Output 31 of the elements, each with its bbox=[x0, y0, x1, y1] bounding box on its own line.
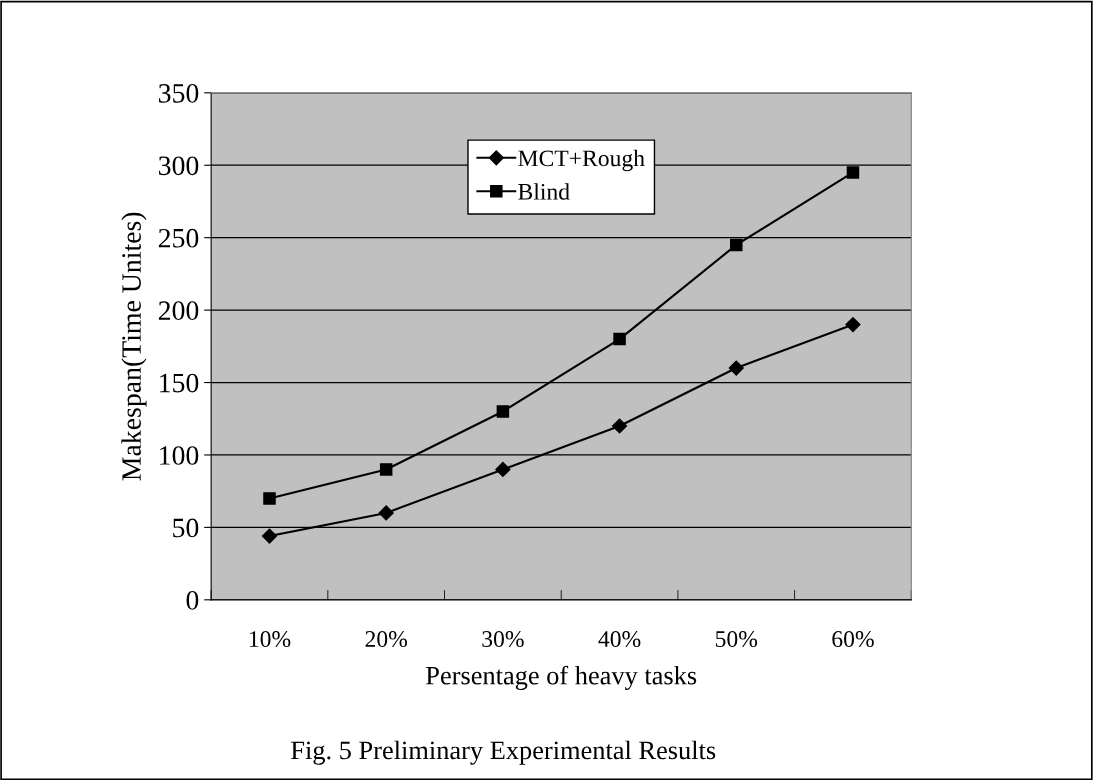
x-tick-label: 40% bbox=[598, 631, 641, 648]
point bbox=[495, 461, 511, 478]
point bbox=[611, 418, 628, 434]
x-tick-label: 60% bbox=[832, 631, 874, 648]
point bbox=[845, 317, 861, 333]
y-tick-label: 250 bbox=[158, 228, 199, 248]
y-tick-label: 50 bbox=[173, 518, 199, 538]
x-tick-label: 10% bbox=[249, 631, 291, 648]
y-axis-title: Makespan(Time Unites) bbox=[121, 212, 147, 481]
y-tick-label: 100 bbox=[160, 446, 199, 465]
y-tick-label: 200 bbox=[158, 301, 199, 321]
point bbox=[496, 405, 510, 418]
y-tick-label: 300 bbox=[159, 156, 199, 176]
point bbox=[846, 166, 860, 179]
point bbox=[378, 505, 394, 521]
point bbox=[613, 332, 626, 346]
caption: Fig. 5 Preliminary Experimental Results bbox=[291, 740, 716, 765]
x-tick-label: 20% bbox=[365, 631, 408, 648]
y-tick-label: 150 bbox=[160, 373, 199, 393]
x-axis-title: Persentage of heavy tasks bbox=[426, 665, 697, 690]
point bbox=[261, 528, 278, 544]
y-tick-label: 350 bbox=[159, 83, 199, 103]
point bbox=[263, 492, 276, 505]
legend-label: Blind bbox=[518, 183, 570, 200]
x-tick-label: 30% bbox=[482, 631, 524, 648]
legend-label: MCT+Rough bbox=[518, 149, 645, 172]
point bbox=[730, 238, 743, 252]
point bbox=[379, 463, 393, 476]
y-tick-label: 0 bbox=[186, 590, 199, 610]
point bbox=[728, 360, 744, 376]
x-tick-label: 50% bbox=[716, 631, 758, 648]
